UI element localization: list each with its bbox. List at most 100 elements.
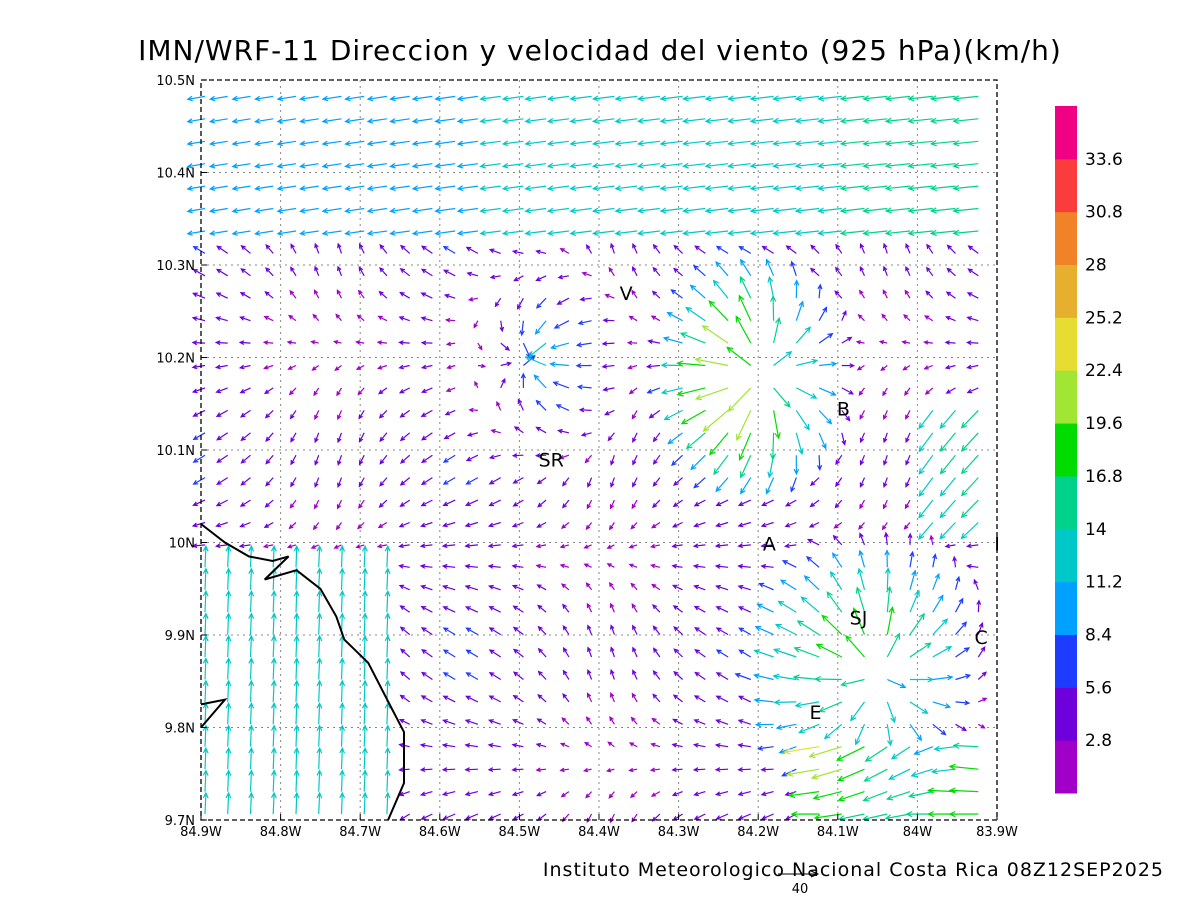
wind-arrow (311, 365, 320, 371)
wind-arrow (884, 184, 911, 192)
wind-arrow (361, 701, 368, 725)
wind-arrow (818, 701, 843, 713)
wind-arrow (314, 499, 320, 510)
wind-arrow (854, 724, 866, 746)
wind-arrow (225, 791, 232, 815)
wind-arrow (692, 743, 706, 748)
wind-arrow (216, 454, 229, 464)
wind-arrow (537, 625, 547, 636)
wind-arrow (248, 657, 255, 680)
wind-arrow (293, 724, 300, 747)
wind-arrow (837, 791, 865, 802)
wind-arrow (464, 584, 479, 591)
wind-arrow (208, 207, 228, 214)
wind-arrow (398, 584, 410, 591)
wind-arrow (886, 724, 893, 747)
wind-arrow (885, 791, 911, 801)
wind-arrow (231, 118, 251, 124)
wind-arrow (389, 162, 410, 169)
wind-arrow (794, 162, 820, 169)
wind-arrow (248, 701, 255, 725)
wind-arrow (630, 522, 638, 530)
wind-arrow (445, 387, 456, 392)
wind-arrow (886, 606, 895, 635)
wind-arrow (579, 296, 592, 302)
wind-arrow (524, 140, 547, 147)
wind-arrow (749, 117, 774, 124)
wind-arrow (265, 454, 274, 465)
wind-arrow (859, 410, 866, 420)
wind-arrow (287, 314, 297, 322)
wind-arrow (441, 543, 456, 549)
colorbar-segment (1055, 106, 1077, 160)
wind-arrow (636, 117, 660, 124)
wind-arrow (500, 377, 506, 389)
wind-arrow (652, 693, 661, 703)
wind-arrow (389, 95, 410, 102)
wind-arrow (636, 162, 660, 169)
wind-arrow (254, 207, 274, 214)
x-tick-label: 84.3W (658, 825, 700, 840)
wind-arrow (191, 340, 206, 346)
wind-arrow (560, 583, 570, 591)
y-tick-label: 10.1N (156, 444, 195, 459)
wind-arrow (855, 340, 865, 345)
wind-arrow (332, 340, 342, 345)
wind-arrow (384, 634, 391, 658)
wind-arrow (659, 117, 683, 124)
wind-arrow (960, 522, 979, 540)
wind-arrow (932, 646, 953, 658)
wind-arrow (918, 410, 934, 430)
wind-arrow (857, 567, 866, 590)
wind-arrow (513, 426, 524, 434)
wind-arrow (907, 532, 913, 545)
wind-arrow (399, 648, 411, 658)
wind-arrow (756, 603, 774, 613)
wind-arrow (299, 140, 319, 147)
wind-arrow (955, 723, 968, 732)
wind-arrow (794, 117, 820, 124)
wind-arrow (604, 409, 615, 416)
wind-arrow (434, 230, 456, 236)
wind-arrow (966, 292, 979, 299)
wind-arrow (904, 499, 911, 510)
wind-arrow (784, 521, 797, 528)
wind-arrow (685, 306, 706, 322)
wind-arrow (659, 162, 683, 169)
wind-arrow (559, 742, 570, 748)
colorbar-label: 22.4 (1085, 361, 1123, 381)
wind-arrow (614, 207, 638, 214)
colorbar-label: 11.2 (1085, 573, 1123, 593)
wind-arrow (208, 163, 228, 169)
wind-arrow (445, 341, 456, 347)
wind-arrow (954, 575, 961, 590)
wind-arrow (694, 648, 706, 658)
wind-arrow (316, 701, 323, 725)
wind-arrow (800, 596, 820, 613)
wind-arrow (834, 290, 843, 299)
city-labels: V SR B A SJ C E I (539, 283, 1000, 724)
x-tick-label: 83.9W (976, 825, 1018, 840)
wind-arrow (930, 768, 956, 775)
wind-arrow (489, 274, 501, 280)
wind-arrow (479, 140, 501, 147)
wind-arrow (649, 563, 661, 569)
wind-arrow (977, 646, 986, 658)
wind-arrow (376, 340, 387, 345)
wind-arrow (264, 409, 274, 419)
wind-arrow (248, 567, 255, 590)
wind-arrow (753, 697, 774, 704)
wind-arrow (784, 543, 797, 549)
wind-arrow (608, 266, 615, 277)
wind-arrow (760, 563, 774, 569)
wind-arrow (736, 410, 752, 442)
wind-arrow (693, 605, 706, 613)
wind-arrow (909, 612, 925, 635)
wind-arrow (263, 387, 274, 395)
wind-arrow (344, 140, 365, 147)
wind-arrow (420, 813, 433, 820)
wind-arrow (501, 162, 524, 169)
wind-arrow (287, 364, 297, 370)
wind-arrow (886, 701, 896, 724)
wind-arrow (738, 627, 752, 636)
